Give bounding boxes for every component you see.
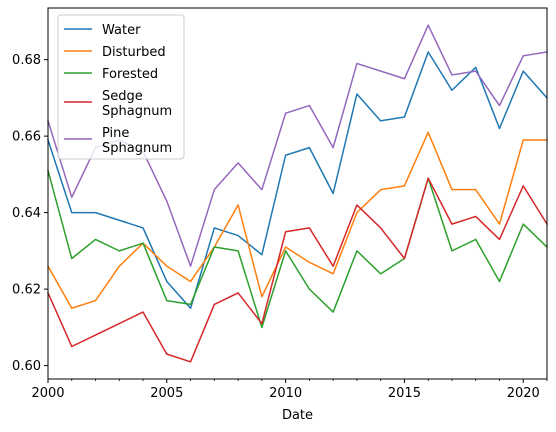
y-axis: 0.60 0.62 0.64 0.66 0.68 (12, 53, 48, 374)
series-line-sedge-sphagnum (47, 177, 549, 363)
legend-label: Disturbed (102, 45, 166, 60)
x-axis: 2000 2005 2010 2015 2020 (31, 379, 548, 401)
series-lines (46, 24, 549, 363)
legend: Water Disturbed Forested Sedge Sphagnum Pine S… (57, 14, 185, 160)
y-tick-label: 0.68 (12, 53, 41, 68)
y-tick-label: 0.60 (12, 359, 41, 374)
legend-label: Forested (102, 67, 158, 82)
x-tick-label: 2015 (388, 386, 421, 401)
x-axis-label: Date (282, 408, 313, 423)
x-tick-label: 2000 (31, 386, 64, 401)
x-tick-label: 2010 (269, 386, 302, 401)
plot-area-frame (47, 7, 548, 380)
legend-label: Pine Sphagnum (102, 126, 172, 156)
legend-label: Water (102, 23, 141, 38)
y-tick-label: 0.66 (12, 130, 41, 145)
series-line-forested (47, 169, 549, 329)
series-line-disturbed (46, 131, 548, 309)
x-tick-label: 2005 (150, 386, 183, 401)
x-tick-label: 2020 (507, 386, 540, 401)
y-tick-label: 0.62 (12, 283, 41, 298)
y-tick-label: 0.64 (12, 206, 41, 221)
series-line-water (47, 51, 549, 309)
legend-label: Sedge Sphagnum (102, 89, 172, 119)
